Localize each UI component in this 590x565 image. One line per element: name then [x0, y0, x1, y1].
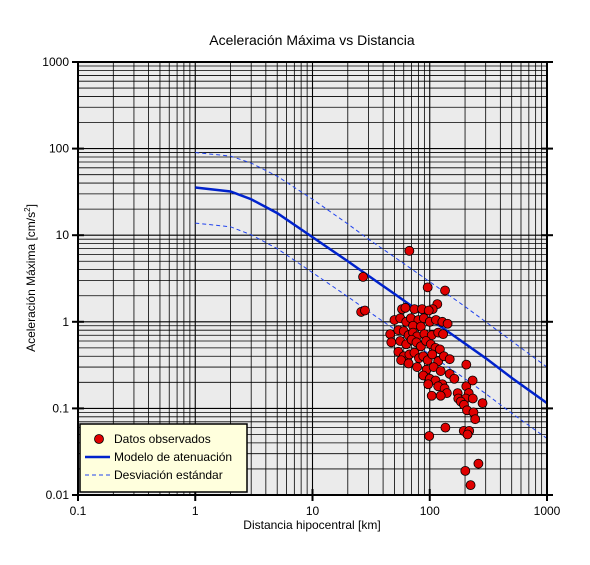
- data-point: [470, 414, 481, 425]
- legend-marker-points: [94, 434, 104, 444]
- y-tick-label: 10: [56, 228, 70, 242]
- data-point: [449, 373, 460, 384]
- data-point: [435, 366, 446, 376]
- chart-title: Aceleración Máxima vs Distancia: [209, 32, 415, 48]
- data-point: [360, 305, 370, 316]
- data-point: [467, 375, 478, 386]
- legend: Datos observados Modelo de atenuación De…: [79, 423, 248, 493]
- observed-points: [356, 245, 488, 491]
- data-point: [473, 458, 484, 469]
- data-point: [403, 358, 414, 369]
- legend-label-std: Desviación estándar: [114, 468, 223, 482]
- data-point: [423, 305, 434, 316]
- legend-label-points: Datos observados: [114, 432, 211, 446]
- data-point: [404, 245, 415, 256]
- data-point: [460, 465, 471, 476]
- x-axis-ticks: 0.1 1 10 100 1000: [70, 489, 561, 518]
- data-point: [400, 302, 411, 313]
- y-tick-label: 0.01: [46, 488, 70, 502]
- data-point: [423, 379, 434, 390]
- y-tick-label: 100: [49, 142, 69, 156]
- data-point: [427, 349, 438, 360]
- data-point: [422, 282, 433, 293]
- data-point: [412, 362, 423, 372]
- data-point: [435, 390, 446, 401]
- data-point: [444, 354, 455, 365]
- y-axis-label: Aceleración Máxima [cm/s2]: [23, 204, 38, 352]
- x-tick-label: 100: [420, 504, 440, 518]
- x-tick-label: 10: [306, 504, 320, 518]
- std-upper-line: [195, 152, 548, 368]
- data-point: [477, 398, 488, 409]
- data-point: [424, 431, 435, 441]
- y-tick-label: 1000: [42, 55, 69, 69]
- data-point: [438, 329, 449, 340]
- y-axis-ticks: 0.01 0.1 1 10 100 1000: [42, 55, 553, 502]
- grid-lines: [77, 62, 547, 496]
- data-point: [386, 337, 397, 348]
- x-tick-label: 1: [192, 504, 199, 518]
- data-point: [462, 429, 473, 440]
- data-point: [442, 318, 453, 329]
- model-line: [195, 186, 548, 405]
- y-tick-label: 1: [62, 315, 69, 329]
- attenuation-model-line: [195, 186, 548, 405]
- data-point: [465, 480, 476, 491]
- data-point: [440, 422, 451, 433]
- data-point: [440, 285, 450, 296]
- data-point: [461, 359, 472, 370]
- data-point: [358, 271, 368, 282]
- x-axis-label: Distancia hipocentral [km]: [243, 518, 380, 532]
- x-tick-label: 1000: [534, 504, 561, 518]
- data-point: [467, 393, 478, 404]
- legend-label-model: Modelo de atenuación: [114, 450, 232, 464]
- x-tick-label: 0.1: [70, 504, 87, 518]
- data-point: [426, 390, 437, 401]
- data-point: [385, 329, 396, 340]
- y-tick-label: 0.1: [52, 401, 69, 415]
